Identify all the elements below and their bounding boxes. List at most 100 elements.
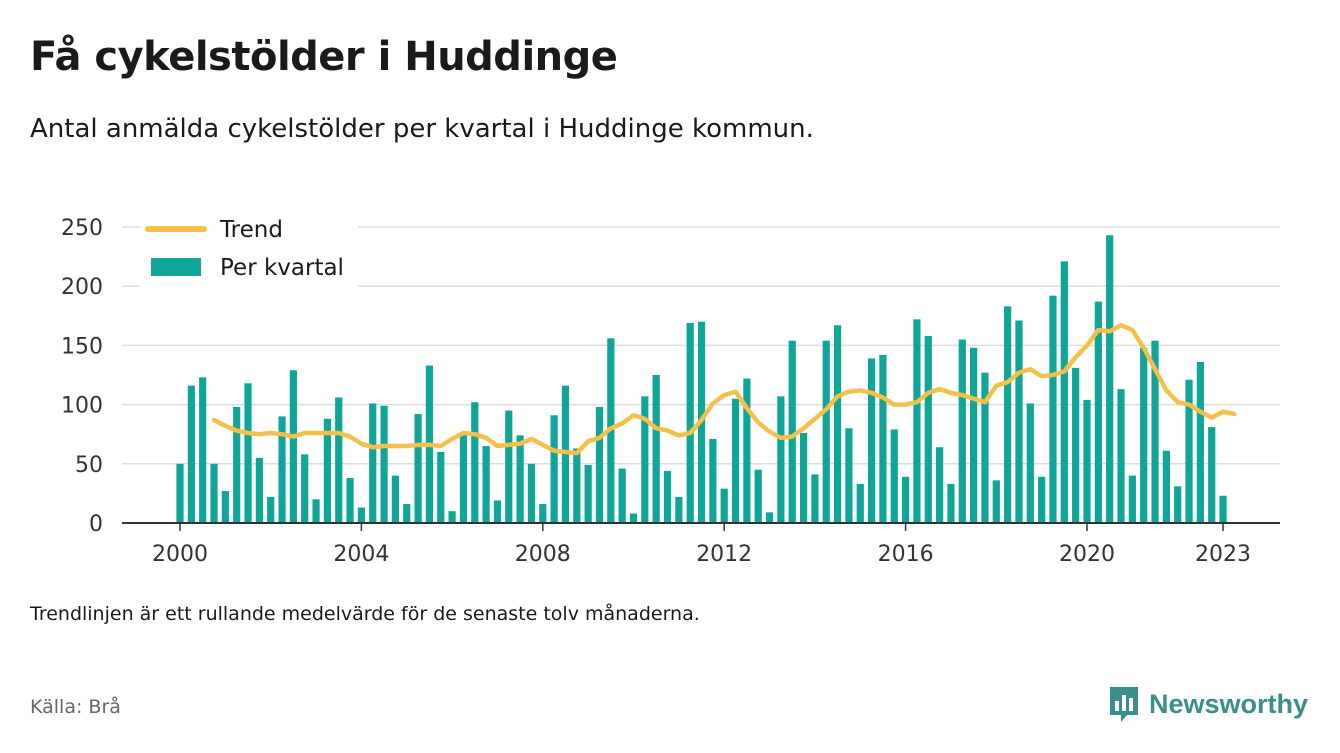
newsworthy-logo-text: Newsworthy	[1148, 688, 1308, 719]
bar	[618, 468, 626, 523]
bar	[527, 463, 536, 523]
bar	[482, 446, 490, 523]
bar	[641, 396, 649, 523]
bar	[947, 483, 955, 523]
bar	[902, 476, 910, 523]
bar	[1015, 320, 1023, 523]
bar	[720, 488, 728, 523]
bar	[879, 354, 887, 523]
footnote: Trendlinjen är ett rullande medelvärde f…	[30, 603, 700, 625]
bar	[210, 463, 218, 523]
bar	[970, 347, 978, 523]
bar	[981, 372, 989, 523]
bar	[811, 474, 819, 523]
bar	[448, 511, 456, 523]
bar	[176, 463, 184, 523]
bar	[856, 483, 864, 523]
legend-label-trend: Trend	[219, 217, 283, 243]
bar	[1038, 476, 1046, 523]
bar	[867, 358, 876, 523]
bar	[289, 370, 297, 523]
legend: Trend Per kvartal	[140, 212, 358, 288]
bar	[471, 402, 479, 523]
bar	[765, 512, 774, 523]
y-tick-label: 150	[61, 334, 103, 359]
bar	[221, 491, 229, 523]
bar	[1106, 235, 1114, 523]
bar	[663, 470, 672, 523]
bar	[1117, 389, 1125, 523]
bar	[1004, 306, 1012, 523]
bar	[709, 438, 717, 523]
bar	[233, 406, 241, 523]
bar	[799, 433, 808, 523]
bar	[1219, 495, 1227, 523]
trend-line	[211, 323, 1237, 456]
bar	[822, 340, 830, 523]
bar	[731, 398, 740, 523]
x-tick-label: 2012	[696, 542, 752, 567]
bar	[1026, 403, 1034, 523]
bar	[1140, 347, 1148, 523]
bar	[1151, 340, 1159, 523]
source: Källa: Brå	[30, 696, 121, 718]
bar	[743, 378, 751, 523]
y-tick-label: 200	[61, 275, 103, 300]
bar	[187, 385, 195, 523]
trend-line-group	[211, 323, 1237, 456]
bar	[403, 504, 411, 523]
bar	[414, 414, 422, 523]
bar	[539, 504, 547, 523]
bar	[1060, 261, 1068, 523]
bar	[244, 383, 252, 523]
bar	[516, 435, 524, 523]
bar	[1174, 486, 1182, 523]
bar	[278, 416, 286, 523]
bar	[323, 418, 331, 523]
y-tick-label: 0	[89, 512, 103, 537]
chart-title: Få cykelstölder i Huddinge	[30, 34, 618, 80]
bar-chart: 0 50 100 150 200 250 2000 2004 2008 2012 2016 2020…	[61, 212, 1280, 567]
bar	[1072, 367, 1080, 523]
chart-subtitle: Antal anmälda cykelstölder per kvartal i…	[30, 114, 814, 144]
bar	[924, 335, 932, 523]
bar	[777, 396, 785, 523]
x-tick-label: 2016	[878, 542, 934, 567]
bar	[1083, 399, 1091, 523]
bar	[686, 322, 694, 523]
bar	[357, 507, 365, 523]
bar	[335, 397, 343, 523]
legend-swatch-per-kvartal	[151, 258, 201, 276]
bar	[754, 469, 762, 523]
bar	[992, 480, 1000, 523]
bar	[267, 496, 275, 523]
bar	[595, 406, 604, 523]
y-tick-label: 50	[75, 453, 103, 478]
x-tick-label: 2008	[515, 542, 571, 567]
bar	[788, 340, 796, 523]
bar	[505, 410, 513, 523]
bar	[1128, 475, 1136, 523]
bar	[380, 405, 388, 523]
bar	[369, 403, 377, 523]
bar	[958, 339, 966, 523]
x-tick-label: 2004	[333, 542, 389, 567]
y-axis-ticks: 0 50 100 150 200 250	[61, 216, 103, 537]
bar	[301, 454, 309, 523]
newsworthy-logo: Newsworthy	[1107, 684, 1308, 724]
bar	[1162, 450, 1170, 523]
bar	[652, 375, 660, 523]
bar	[913, 319, 921, 523]
bar	[346, 478, 354, 523]
bar	[312, 499, 320, 523]
newsworthy-logo-icon	[1109, 687, 1138, 722]
y-tick-label: 100	[61, 394, 103, 419]
legend-label-per-kvartal: Per kvartal	[220, 255, 344, 281]
bar	[199, 377, 207, 523]
bar	[573, 448, 581, 523]
bar	[391, 475, 400, 523]
bar	[1049, 295, 1057, 523]
bar	[845, 428, 853, 523]
bar	[493, 500, 502, 523]
x-axis: 2000 2004 2008 2012 2016 2020 2023	[122, 522, 1280, 567]
